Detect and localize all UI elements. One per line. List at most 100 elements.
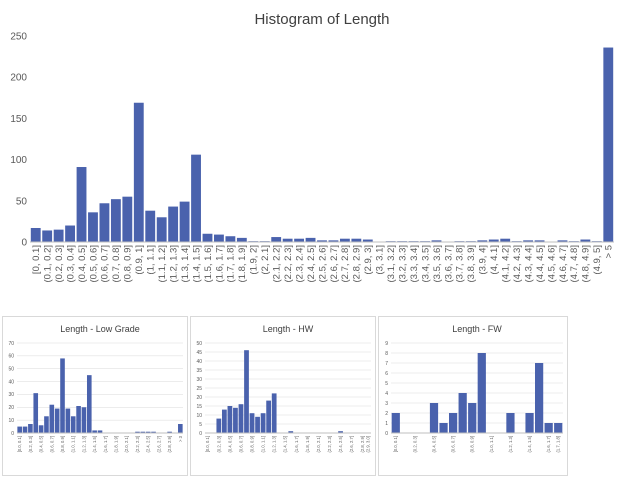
hw-y-tick-label: 20 <box>196 395 202 401</box>
low-grade-x-tick-label: (1.4, 1.5] <box>92 436 97 453</box>
hw-histogram-chart: Length - HW 0 5 10 15 20 25 30 35 40 45 50 [0.0, 0.1… <box>196 324 371 453</box>
main-x-tick-label: (1.9, 2] <box>249 245 260 275</box>
main-x-tick-label: (3.1, 3.2] <box>386 245 397 283</box>
main-x-tick-label: (3.8, 3.9] <box>466 245 477 283</box>
fw-bar <box>477 353 486 433</box>
hw-x-tick-label: (2.0, 2.1] <box>316 436 321 453</box>
low-grade-bar <box>17 426 22 433</box>
main-x-tick-label: (4.2, 4.3] <box>512 245 523 283</box>
fw-y-tick-label: 8 <box>385 351 388 357</box>
main-x-tick-label: (1.4, 1.5] <box>191 245 202 283</box>
main-bar <box>65 225 76 242</box>
fw-histogram-chart: Length - FW 0 1 2 3 4 5 6 7 8 9 [0.0, 0.1] (0.2, 0.3… <box>385 324 563 453</box>
low-grade-bar <box>44 416 49 433</box>
main-bar <box>30 227 41 242</box>
fw-y-tick-label: 5 <box>385 381 388 387</box>
hw-y-tick-label: 0 <box>199 431 202 437</box>
low-grade-x-tick-label: (2.0, 2.1] <box>124 436 129 453</box>
hw-bar <box>227 406 233 433</box>
low-grade-bar <box>145 431 151 433</box>
main-x-tick-label: (0.9, 1] <box>134 245 145 275</box>
hw-x-tick-label: (0.4, 0.5] <box>227 436 232 453</box>
main-x-tick-label: [0, 0.1] <box>31 245 42 274</box>
fw-y-tick-label: 2 <box>385 411 388 417</box>
hw-histogram-panel: Length - HW 0 5 10 15 20 25 30 35 40 45 50 [0.0, 0.1… <box>190 316 376 476</box>
fw-chart-title: Length - FW <box>452 324 502 334</box>
low-grade-x-tick-label: [0.0, 0.1] <box>17 436 22 452</box>
main-bar <box>351 238 362 242</box>
main-x-tick-label: (1.2, 1.3] <box>168 245 179 283</box>
low-grade-x-tick-label: (1.6, 1.7] <box>103 436 108 453</box>
fw-y-tick-label: 7 <box>385 361 388 367</box>
main-y-tick-label: 100 <box>10 155 27 166</box>
fw-y-tick-label: 9 <box>385 341 388 347</box>
main-bar <box>271 237 282 242</box>
fw-x-tick-label: (1.7, 1.8] <box>556 436 561 453</box>
fw-bar <box>544 423 553 433</box>
main-bar <box>362 239 373 242</box>
fw-y-tick-label: 4 <box>385 391 388 397</box>
hw-x-tick-label: (0.6, 0.7] <box>238 436 243 453</box>
main-bar <box>110 199 121 242</box>
low-grade-x-tick-label: (0.2, 0.3] <box>28 436 33 453</box>
hw-y-tick-label: 50 <box>196 341 202 347</box>
main-x-tick-label: (4.1, 4.2] <box>501 245 512 283</box>
main-bar <box>488 239 499 242</box>
fw-x-tick-label: (1.0, 1.1] <box>489 436 494 453</box>
main-x-tick-label: (3.7, 3.8] <box>455 245 466 283</box>
main-bar <box>328 240 339 242</box>
hw-bar <box>255 416 260 433</box>
fw-x-tick-label: (1.6, 1.7] <box>546 436 551 453</box>
main-y-tick-label: 250 <box>10 32 27 43</box>
fw-x-tick-label: (1.2, 1.3] <box>508 436 513 453</box>
fw-bar <box>554 423 563 433</box>
main-bar <box>145 210 156 242</box>
main-bar <box>431 240 442 242</box>
hw-bar <box>238 404 244 433</box>
hw-bar <box>249 413 255 433</box>
hw-bar <box>244 350 249 433</box>
fw-x-tick-label: [0.0, 0.1] <box>393 436 398 452</box>
low-grade-histogram-panel: Length - Low Grade 0 10 20 30 40 50 60 70 [0.0, 0… <box>2 316 188 476</box>
main-bar <box>580 239 591 242</box>
hw-y-tick-label: 45 <box>196 350 202 356</box>
main-x-tick-label: (0.7, 0.8] <box>111 245 122 283</box>
main-x-tick-label: (3.6, 3.7] <box>443 245 454 283</box>
hw-x-tick-label: (0.2, 0.3] <box>216 436 221 453</box>
main-x-tick-label: (1.7, 1.8] <box>226 245 237 283</box>
main-x-tick-label: (2.8, 2.9] <box>352 245 363 283</box>
hw-x-tick-label: (0.8, 0.9] <box>250 436 255 453</box>
main-x-tick-label: (4.3, 4.4] <box>523 245 534 283</box>
main-bar <box>534 240 545 242</box>
main-x-tick-label: (2.2, 2.3] <box>283 245 294 283</box>
hw-bar <box>221 409 227 433</box>
main-x-tick-label: (1.3, 1.4] <box>180 245 191 283</box>
hw-y-tick-label: 15 <box>196 404 202 410</box>
fw-y-tick-label: 1 <box>385 421 388 427</box>
hw-bar <box>216 418 222 433</box>
main-x-tick-label: (0.1, 0.2] <box>43 245 54 283</box>
low-grade-chart-title: Length - Low Grade <box>60 324 140 334</box>
hw-x-tick-label: (2.9, 3.0] <box>366 436 371 453</box>
main-x-tick-label: (4.6, 4.7] <box>558 245 569 283</box>
main-x-tick-label: (3.3, 3.4] <box>409 245 420 283</box>
main-chart-title: Histogram of Length <box>254 11 389 28</box>
main-bar <box>53 229 64 242</box>
low-grade-bar <box>22 426 28 433</box>
low-grade-bar <box>49 404 55 433</box>
main-x-tick-label: (2.9, 3] <box>363 245 374 275</box>
main-bar <box>339 238 350 242</box>
main-x-tick-label: (2.6, 2.7] <box>329 245 340 283</box>
low-grade-y-tick-label: 30 <box>8 392 14 398</box>
main-x-tick-label: (1, 1.1] <box>146 245 157 275</box>
main-x-tick-label: (0.6, 0.7] <box>100 245 111 283</box>
low-grade-y-tick-label: 0 <box>11 431 14 437</box>
main-x-tick-label: (4.9, 5] <box>592 245 603 275</box>
fw-bar <box>449 413 458 433</box>
fw-x-tick-label: (0.8, 0.9] <box>470 436 475 453</box>
main-x-tick-label: (2.5, 2.6] <box>317 245 328 283</box>
hw-bar <box>271 393 277 433</box>
hw-x-tick-label: (1.6, 1.7] <box>294 436 299 453</box>
main-x-tick-label: (4, 4.1] <box>489 245 500 275</box>
main-x-tick-label: (0.5, 0.6] <box>88 245 99 283</box>
